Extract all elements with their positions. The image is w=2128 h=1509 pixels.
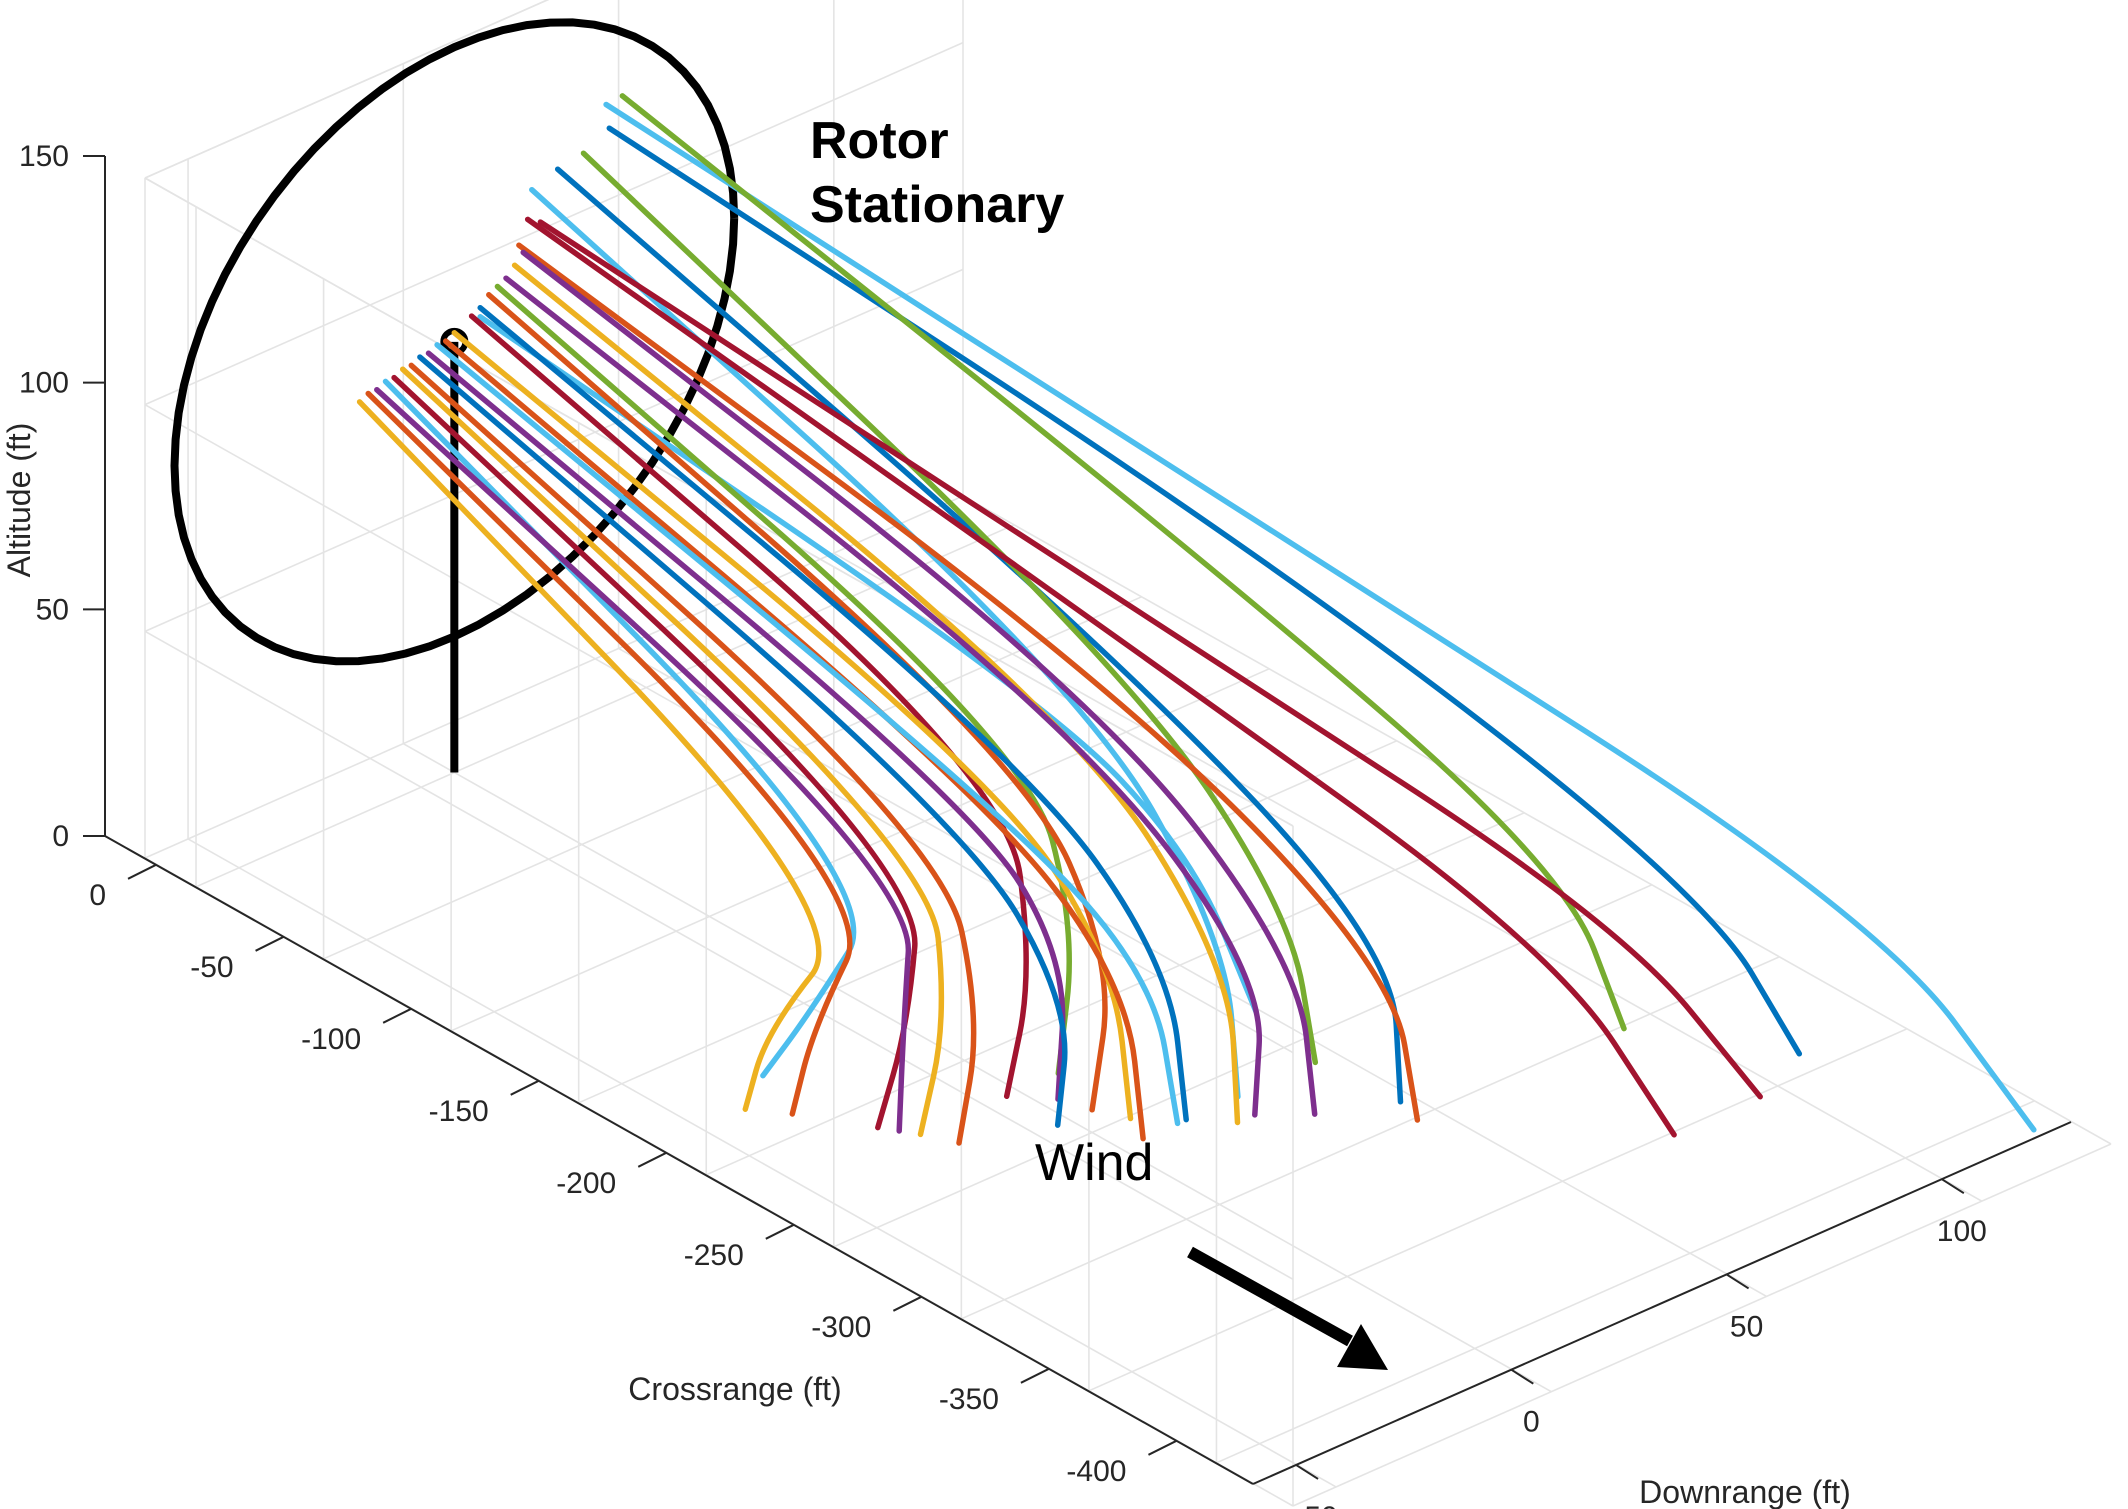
y-tick: [510, 1079, 540, 1096]
y-tick-label: -50: [190, 951, 233, 984]
trajectory-line-23: [408, 362, 977, 1146]
grid-layer: [144, 0, 2112, 1507]
x-tick: [1295, 1464, 1319, 1480]
x-tick: [1941, 1178, 1965, 1195]
gridline-z: [144, 495, 964, 859]
y-tick: [255, 935, 285, 952]
trajectory-line-9: [524, 216, 1677, 1138]
gridline-x: [402, 742, 1552, 1393]
y-tick-label: -200: [556, 1167, 616, 1200]
back-edge: [1292, 1143, 2112, 1507]
trajectory-line-27: [374, 386, 912, 1134]
wind-arrow-icon: [1187, 1246, 1388, 1370]
z-axis-label: Altitude (ft): [1, 423, 37, 578]
gridline-x: [618, 647, 1767, 1298]
trajectory-line-24: [399, 366, 945, 1138]
tick-labels: 0 50 100 150 0 -50 -100 -150 -200 -250 -300 -350 -40…: [19, 140, 1987, 1509]
z-tick-label: 100: [19, 367, 69, 400]
gridline-y: [450, 668, 1270, 1032]
trajectory-line-13: [503, 275, 1262, 1118]
x-tick: [1726, 1273, 1750, 1290]
trajectory-line-22: [417, 354, 1068, 1128]
y-tick-label: -350: [939, 1383, 999, 1416]
y-tick-label: -150: [429, 1095, 489, 1128]
gridline-z: [144, 41, 964, 406]
back-edge: [962, 495, 2112, 1145]
trajectory-line-8: [537, 219, 1763, 1100]
gridline-y: [833, 884, 1653, 1248]
z-tick-label: 0: [52, 820, 69, 853]
gridline-y: [1088, 1028, 1908, 1392]
gridline-y: [578, 740, 1398, 1104]
gridline-z: [144, 268, 964, 633]
gridline-x: [187, 838, 1337, 1488]
y-tick: [382, 1007, 412, 1024]
x-axis-line: [1252, 1121, 2072, 1485]
trajectory-line-10: [516, 242, 1421, 1123]
y-tick: [765, 1223, 795, 1240]
x-tick-label: -50: [1294, 1501, 1337, 1509]
trajectory-line-11: [520, 249, 1318, 1117]
trajectory-line-26: [382, 378, 857, 1079]
trajectory-line-4: [619, 93, 1627, 1032]
trajectory-line-17: [468, 313, 1029, 1100]
rotor-annotation-line1: Rotor: [810, 112, 949, 170]
trajectory-line-20: [434, 342, 1181, 1127]
trajectory-line-28: [365, 390, 853, 1117]
trajectory-line-12: [511, 262, 1241, 1126]
y-tick: [892, 1295, 922, 1312]
x-tick: [1510, 1368, 1534, 1385]
trajectory-line-14: [494, 283, 1072, 1077]
gridline-y: [961, 956, 1780, 1320]
rotor-annotation-line2: Stationary: [810, 176, 1064, 234]
y-tick-label: -300: [811, 1311, 871, 1344]
y-axis-label: Crossrange (ft): [628, 1371, 841, 1407]
trajectory-line-29: [356, 399, 822, 1112]
y-tick-label: -100: [301, 1023, 361, 1056]
rotor-disk: [170, 18, 739, 666]
gridline-y: [195, 524, 1015, 888]
y-tick-label: -250: [684, 1239, 744, 1272]
z-tick-label: 150: [19, 140, 69, 173]
y-tick: [1148, 1439, 1177, 1456]
x-tick-label: 0: [1523, 1406, 1540, 1439]
gridline-z: [144, 403, 1294, 1054]
y-tick: [637, 1151, 667, 1168]
trajectory-lines: [356, 93, 2037, 1146]
gridline-y: [323, 596, 1142, 960]
trajectory-line-15: [486, 292, 1108, 1113]
y-tick: [127, 863, 157, 880]
x-tick-label: 50: [1730, 1310, 1763, 1343]
back-edge: [144, 177, 1294, 827]
y-tick-label: 0: [89, 879, 106, 912]
axes-box: [104, 156, 2072, 1485]
x-axis-label: Downrange (ft): [1639, 1474, 1851, 1509]
y-tick: [1020, 1367, 1050, 1384]
wind-annotation: Wind: [1035, 1134, 1153, 1192]
trajectory-line-6: [580, 150, 1319, 1066]
trajectory-line-16: [477, 304, 1189, 1123]
trajectory-line-7: [529, 186, 1241, 1100]
y-tick-label: -400: [1066, 1455, 1126, 1488]
x-tick-label: 100: [1937, 1215, 1987, 1248]
trajectory-line-21: [425, 350, 1066, 1102]
gridline-x: [833, 552, 1983, 1202]
y-axis-line: [104, 835, 1254, 1485]
z-tick-label: 50: [36, 593, 69, 626]
trajectory-line-3: [606, 125, 1803, 1057]
back-edge: [144, 0, 550, 179]
trajectory-line-25: [391, 374, 918, 1131]
gridline-z: [144, 630, 1294, 1281]
gridline-y: [1216, 1100, 2035, 1464]
